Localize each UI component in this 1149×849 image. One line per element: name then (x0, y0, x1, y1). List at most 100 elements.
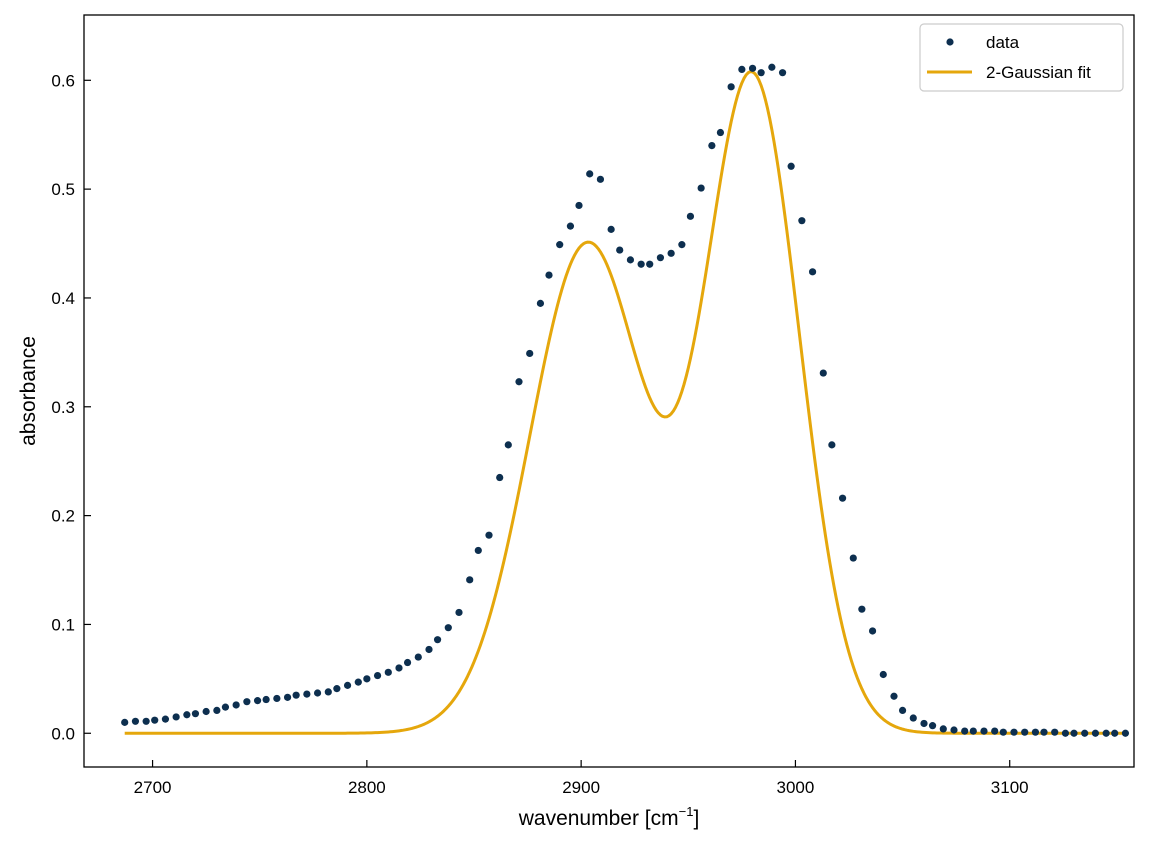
data-point (536, 299, 545, 307)
data-point (425, 645, 433, 654)
legend-box (919, 23, 1124, 92)
series-line-fit (124, 70, 1126, 735)
x-axis: 2700 2800 2900 3000 3100 (134, 760, 1029, 797)
data-point (697, 184, 705, 192)
data-point (121, 718, 129, 726)
data-point (262, 695, 270, 704)
data-point (354, 678, 362, 686)
data-point (545, 271, 553, 279)
x-axis-label-end: ] (693, 807, 699, 830)
data-point (395, 664, 403, 672)
data-point (708, 141, 716, 150)
x-axis-label: wavenumber [cm−1] (518, 804, 700, 830)
legend-label-data: data (986, 33, 1020, 52)
y-tick-label: 0.1 (51, 615, 75, 634)
data-point (778, 69, 787, 77)
data-point (686, 212, 695, 220)
data-point (969, 727, 977, 735)
y-tick-label: 0.5 (51, 180, 75, 199)
data-point (596, 175, 605, 183)
x-axis-label-main: wavenumber [cm (518, 807, 679, 830)
legend: data 2-Gaussian fit (919, 23, 1124, 92)
data-point (1040, 728, 1048, 736)
data-point (879, 670, 887, 679)
data-point (221, 703, 230, 711)
data-point (586, 170, 594, 178)
data-point (131, 717, 140, 725)
data-point (151, 716, 159, 724)
data-point (1031, 728, 1040, 736)
data-point (646, 260, 654, 268)
data-point (403, 658, 412, 667)
x-tick-label: 2700 (134, 778, 172, 797)
data-point (920, 719, 928, 728)
data-point (858, 605, 866, 613)
data-point (787, 162, 795, 170)
legend-marker-data (946, 38, 954, 46)
data-point (373, 671, 382, 680)
data-point (273, 694, 281, 703)
data-point (757, 69, 765, 77)
data-point (849, 554, 857, 562)
data-point (161, 715, 170, 723)
data-point (313, 689, 322, 697)
data-point (575, 201, 583, 210)
data-point (292, 691, 300, 699)
data-point (819, 369, 827, 377)
data-point (1070, 729, 1078, 737)
plot-area (121, 63, 1130, 737)
data-point (363, 675, 371, 683)
data-point (939, 725, 947, 733)
data-point (898, 706, 907, 715)
x-tick-label: 3000 (777, 778, 815, 797)
y-axis: 0.0 0.1 0.2 0.3 0.4 0.5 0.6 (51, 71, 91, 743)
data-point (496, 473, 504, 482)
data-point (667, 249, 675, 257)
data-point (808, 268, 817, 276)
data-point (768, 63, 776, 71)
data-point (980, 727, 988, 735)
data-point (343, 681, 352, 689)
data-point (191, 710, 200, 718)
y-tick-label: 0.4 (51, 289, 75, 308)
data-point (433, 636, 442, 644)
data-point (828, 441, 836, 449)
data-point (1051, 728, 1059, 736)
data-point (890, 692, 898, 700)
data-point (727, 83, 735, 91)
data-point (1021, 728, 1029, 736)
data-point (950, 726, 958, 734)
data-point (515, 378, 523, 386)
data-point (1091, 729, 1100, 737)
y-tick-label: 0.3 (51, 398, 75, 417)
y-tick-label: 0.6 (51, 71, 75, 90)
x-tick-label: 2800 (348, 778, 386, 797)
data-point (556, 241, 564, 249)
data-point (243, 698, 251, 706)
data-point (616, 246, 624, 254)
data-point (999, 728, 1007, 736)
data-point (1111, 729, 1119, 737)
data-point (526, 349, 534, 358)
data-point (213, 706, 221, 715)
data-point (142, 717, 150, 725)
data-point (474, 546, 482, 555)
x-tick-label: 2900 (562, 778, 600, 797)
y-axis-label: absorbance (17, 336, 40, 446)
y-tick-label: 0.0 (51, 724, 75, 743)
data-point (748, 64, 757, 72)
data-point (485, 531, 493, 539)
data-point (466, 576, 474, 584)
data-point (1102, 729, 1110, 737)
data-point (656, 254, 665, 262)
data-point (1121, 729, 1130, 737)
y-tick-label: 0.2 (51, 507, 75, 526)
data-point (637, 260, 645, 268)
data-point (283, 693, 292, 701)
plot-frame (83, 14, 1135, 768)
data-point (1010, 728, 1018, 736)
data-point (324, 688, 332, 696)
data-point (455, 608, 463, 617)
data-point (183, 711, 191, 719)
